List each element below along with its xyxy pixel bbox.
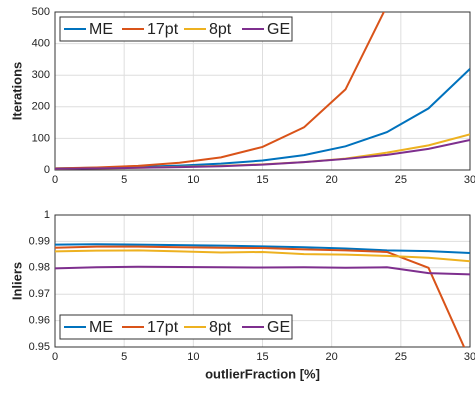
axes-frame <box>54 214 471 348</box>
y-tick-label: 100 <box>32 132 50 144</box>
x-tick-label: 25 <box>395 174 407 186</box>
x-tick-label: 20 <box>326 174 338 186</box>
legend-label: GE <box>267 21 290 38</box>
y-tick-label: 0.99 <box>29 235 50 247</box>
x-tick-label: 30 <box>464 351 475 363</box>
x-axis-label: outlierFraction [%] <box>205 366 320 381</box>
y-tick-label: 200 <box>32 101 50 113</box>
y-tick-label: 500 <box>32 6 50 18</box>
x-tick-label: 5 <box>121 351 127 363</box>
x-tick-label: 25 <box>395 351 407 363</box>
legend-label: ME <box>89 21 113 38</box>
x-tick-label: 0 <box>52 174 58 186</box>
legend-label: 17pt <box>147 319 179 336</box>
x-tick-label: 0 <box>52 351 58 363</box>
y-axis-label: Inliers <box>9 262 24 300</box>
axes-frame <box>54 11 471 171</box>
series-line <box>55 265 470 276</box>
y-tick-label: 0.98 <box>29 262 50 274</box>
x-tick-label: 15 <box>256 351 268 363</box>
legend-label: 8pt <box>209 21 232 38</box>
y-tick-label: 400 <box>32 38 50 50</box>
x-tick-label: 30 <box>464 174 475 186</box>
y-tick-label: 0.95 <box>29 341 50 353</box>
x-tick-label: 10 <box>187 174 199 186</box>
legend-label: ME <box>89 319 113 336</box>
x-tick-label: 20 <box>326 351 338 363</box>
lines <box>55 243 470 347</box>
y-tick-label: 1 <box>44 209 50 221</box>
y-tick-label: 300 <box>32 69 50 81</box>
legend-label: GE <box>267 319 290 336</box>
y-tick-label: 0.96 <box>29 315 50 327</box>
series-line <box>55 139 470 170</box>
legend-label: 17pt <box>147 21 179 38</box>
legend-label: 8pt <box>209 319 232 336</box>
lines <box>55 12 470 170</box>
series-line <box>55 249 470 263</box>
y-tick-label: 0.97 <box>29 288 50 300</box>
y-tick-label: 0 <box>44 164 50 176</box>
x-tick-label: 5 <box>121 174 127 186</box>
series-line <box>55 243 470 255</box>
x-tick-label: 15 <box>256 174 268 186</box>
y-axis-label: Iterations <box>9 62 24 121</box>
series-line <box>55 12 385 170</box>
x-tick-label: 10 <box>187 351 199 363</box>
